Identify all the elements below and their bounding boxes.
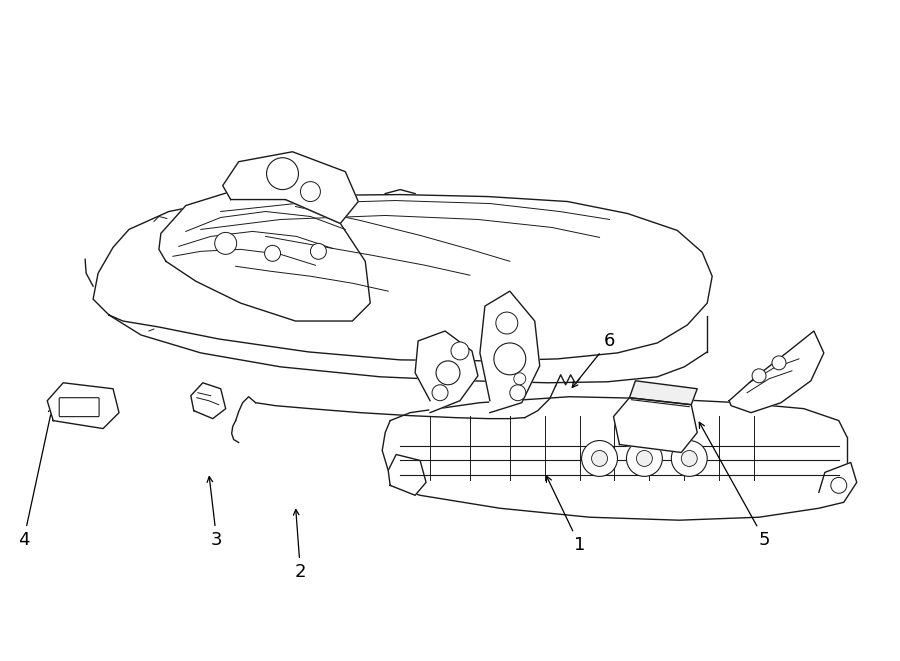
Polygon shape: [614, 398, 698, 453]
Circle shape: [681, 451, 698, 467]
Polygon shape: [382, 397, 847, 520]
Circle shape: [671, 440, 707, 477]
Text: 6: 6: [572, 332, 616, 387]
FancyBboxPatch shape: [59, 398, 99, 416]
Circle shape: [509, 385, 526, 401]
Circle shape: [432, 385, 448, 401]
Circle shape: [436, 361, 460, 385]
Circle shape: [310, 243, 327, 259]
Circle shape: [301, 182, 320, 202]
Text: 5: 5: [699, 422, 770, 549]
Text: 3: 3: [207, 477, 222, 549]
Circle shape: [265, 245, 281, 261]
Polygon shape: [388, 455, 426, 495]
Circle shape: [494, 343, 526, 375]
Text: 2: 2: [293, 510, 306, 581]
Polygon shape: [191, 383, 226, 418]
Text: 1: 1: [546, 476, 585, 554]
Circle shape: [215, 233, 237, 254]
Circle shape: [496, 312, 518, 334]
Circle shape: [636, 451, 652, 467]
Circle shape: [514, 373, 526, 385]
Polygon shape: [415, 331, 478, 412]
Polygon shape: [47, 383, 119, 428]
Circle shape: [772, 356, 786, 370]
Circle shape: [451, 342, 469, 360]
Circle shape: [626, 440, 662, 477]
Circle shape: [831, 477, 847, 493]
Polygon shape: [480, 291, 540, 412]
Polygon shape: [729, 331, 824, 412]
Polygon shape: [819, 463, 857, 508]
Polygon shape: [222, 152, 358, 223]
Circle shape: [752, 369, 766, 383]
Circle shape: [266, 158, 299, 190]
Polygon shape: [93, 194, 712, 361]
Circle shape: [581, 440, 617, 477]
Text: 4: 4: [18, 407, 54, 549]
Polygon shape: [159, 192, 370, 321]
Polygon shape: [629, 381, 698, 405]
Circle shape: [591, 451, 608, 467]
